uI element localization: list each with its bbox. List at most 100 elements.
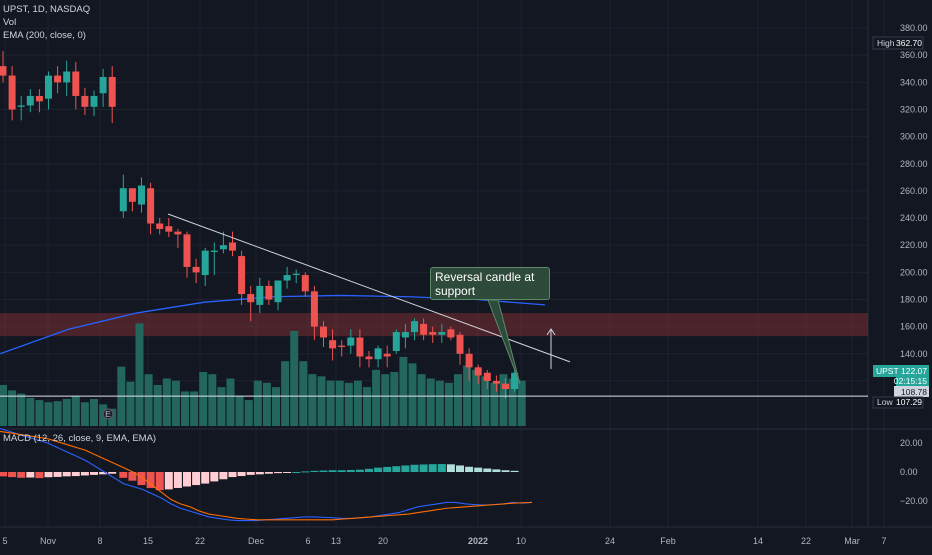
price-tick-label: 180.00 (900, 294, 928, 304)
time-tick-label: 14 (753, 536, 763, 546)
macd-legend: MACD (12, 26, close, 9, EMA, EMA) (3, 432, 156, 445)
candle-body (447, 329, 455, 338)
macd-histogram-bar (17, 472, 26, 478)
time-tick-label: Feb (660, 536, 676, 546)
candle-body (35, 95, 43, 102)
macd-histogram-bar (146, 472, 155, 488)
price-tick-label: 140.00 (900, 349, 928, 359)
volume-bar (253, 380, 262, 426)
candle-body (283, 275, 291, 281)
macd-histogram-bar (501, 470, 510, 472)
candle-body (274, 280, 282, 303)
volume-bar (8, 390, 17, 426)
candle-body (320, 326, 327, 338)
price-tick-label: 340.00 (900, 77, 928, 87)
volume-bar (217, 387, 226, 426)
price-tick-label: 360.00 (900, 50, 928, 60)
candle-body (465, 353, 473, 368)
macd-histogram-bar (53, 472, 62, 477)
candle-body (138, 185, 145, 205)
legend-vol[interactable]: Vol (3, 17, 17, 28)
earnings-marker[interactable] (102, 408, 114, 420)
macd-histogram-bar (255, 472, 264, 475)
macd-histogram-bar (328, 470, 337, 472)
last-price-value: 122.07 (901, 366, 927, 376)
macd-histogram-bar (319, 470, 328, 472)
macd-histogram-bar (80, 472, 89, 476)
candle-body (219, 245, 227, 250)
macd-histogram-bar (173, 472, 182, 488)
macd-histogram-bar (428, 464, 437, 472)
macd-histogram-bar (183, 472, 191, 487)
volume-bar (281, 361, 290, 426)
time-tick-label: 20 (378, 536, 388, 546)
time-tick-label: 13 (331, 536, 341, 546)
legend-macd[interactable]: MACD (12, 26, close, 9, EMA, EMA) (3, 433, 157, 444)
macd-histogram-bar (456, 465, 464, 472)
candle-body (108, 76, 116, 107)
candle-body (165, 226, 173, 232)
volume-bar (299, 361, 308, 426)
candle-body (238, 256, 246, 295)
volume-bar (126, 381, 135, 426)
volume-bar (517, 380, 526, 426)
candle-body (8, 75, 16, 110)
candle-body (411, 321, 418, 333)
volume-bar (71, 395, 80, 426)
time-tick-label: 5 (2, 536, 7, 546)
macd-histogram-bar (492, 469, 501, 472)
volume-bar (363, 387, 371, 426)
time-tick-label: Mar (844, 536, 860, 546)
time-tick-label: 10 (516, 536, 526, 546)
candle-body (119, 188, 127, 212)
volume-bar (426, 378, 435, 426)
volume-bar (226, 378, 235, 426)
candle-body (45, 75, 52, 99)
candle-body (456, 334, 464, 354)
volume-bar (44, 402, 53, 426)
price-tick-label: 380.00 (900, 23, 928, 33)
candle-body (492, 380, 500, 384)
volume-bar (144, 374, 153, 426)
candle-body (183, 234, 191, 267)
candle-body (474, 367, 482, 376)
volume-bar (372, 369, 381, 426)
legend-symbol[interactable]: UPST, 1D, NASDAQ (3, 4, 91, 15)
macd-histogram-bar (119, 472, 128, 478)
macd-histogram-bar (437, 464, 446, 472)
legend-ema[interactable]: EMA (200, close, 0) (3, 30, 86, 41)
candle-body (229, 242, 236, 251)
volume-bar (208, 374, 217, 426)
candle-body (365, 356, 373, 360)
volume-bar (317, 376, 326, 426)
candle-body (347, 337, 355, 346)
macd-histogram-bar (510, 470, 519, 472)
volume-bar (262, 382, 271, 426)
volume-bar (353, 380, 362, 426)
low-tag-label: Low (877, 397, 893, 407)
macd-histogram-bar (346, 469, 355, 472)
candle-body (128, 188, 136, 202)
macd-histogram-bar (155, 472, 164, 491)
volume-bar (235, 395, 244, 426)
time-tick-label: 2022 (468, 536, 488, 546)
low-tag-value: 107.29 (896, 397, 922, 407)
macd-histogram-bar (35, 472, 44, 479)
support-tag (894, 386, 929, 397)
volume-bar (244, 400, 253, 426)
high-tag-label: High (877, 38, 895, 48)
candle-body (0, 66, 7, 76)
candle-body (81, 95, 89, 107)
macd-tick-label: 20.00 (900, 438, 923, 448)
macd-histogram-bar (26, 472, 35, 478)
annotation-pointer (487, 299, 521, 385)
macd-histogram-bar (108, 472, 117, 474)
volume-bar (62, 399, 71, 426)
reversal-annotation[interactable]: Reversal candle at support (430, 267, 550, 300)
candle-body (99, 76, 107, 94)
price-tick-label: 280.00 (900, 159, 928, 169)
macd-tick-label: −20.00 (900, 496, 928, 506)
macd-histogram-bar (44, 472, 53, 478)
volume-bar (408, 363, 417, 426)
time-tick-label: 8 (97, 536, 102, 546)
